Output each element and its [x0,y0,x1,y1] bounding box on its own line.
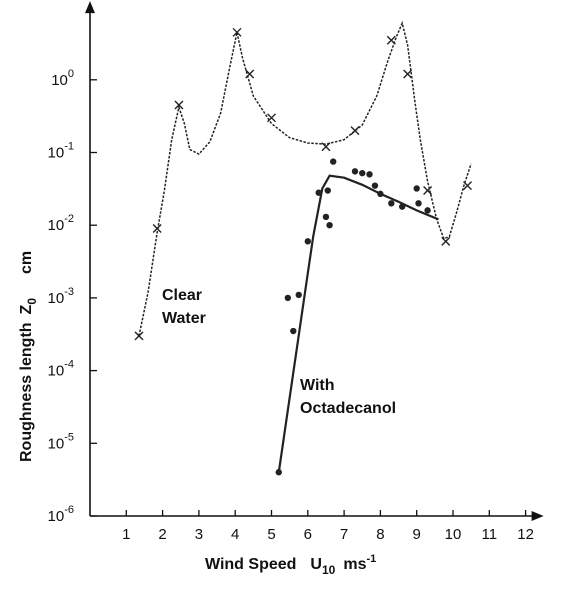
y-tick-label: 10-1 [48,141,74,162]
data-point-octadecanol [324,187,331,194]
marker-x-clear-water [423,186,433,196]
marker-x-clear-water [232,27,242,37]
marker-x-clear-water [245,69,255,79]
data-point-octadecanol [326,222,333,229]
data-point-octadecanol [284,294,292,302]
y-axis-arrow [85,1,95,14]
y-tick-label: 10-6 [48,504,74,525]
annotation-clear-water-line2: Water [162,310,206,327]
marker-x-clear-water [441,236,451,246]
data-point-octadecanol [351,168,359,175]
data-point-octadecanol [315,189,322,196]
chart-axes [85,1,544,521]
marker-x-stroke [386,35,396,45]
data-point-octadecanol [322,213,330,221]
marker-x-stroke [232,27,242,37]
x-tick-label: 3 [195,526,203,543]
marker-x-stroke [350,126,360,136]
data-point-octadecanol [424,207,431,214]
data-point-octadecanol [359,169,366,177]
data-point-octadecanol [388,200,395,207]
marker-x-stroke [134,331,144,341]
x-tick-label: 7 [340,526,348,543]
x-tick-label: 10 [445,526,462,543]
y-axis-title: Roughness lengthZ0cm [18,251,39,462]
marker-x-clear-water [463,181,473,191]
series-line-octadecanol [277,174,439,473]
marker-x-stroke [174,100,184,110]
chart-series [134,20,473,476]
data-point-octadecanol [275,469,282,476]
x-tick-label: 1 [122,526,130,543]
y-tick-label: 10-2 [48,213,74,234]
data-point-octadecanol [377,190,384,198]
x-tick-label: 8 [376,526,384,543]
marker-x-stroke [441,236,451,246]
marker-x-clear-water [321,142,331,152]
x-axis-title: Wind Speed U10 ms-1 [205,553,376,577]
x-tick-label: 2 [158,526,166,543]
data-point-octadecanol [415,200,422,207]
marker-x-stroke [403,69,413,79]
x-axis-arrow [531,511,544,521]
data-point-octadecanol [304,238,311,245]
y-tick-label: 10-5 [48,431,74,452]
marker-x-stroke [463,181,473,191]
y-tick-label: 10-4 [48,359,74,380]
marker-x-stroke [321,142,331,152]
annotation-octadecanol-line1: With [300,377,335,394]
data-point-octadecanol [295,291,302,299]
data-point-octadecanol [413,185,420,192]
marker-x-clear-water [134,331,144,341]
marker-x-stroke [245,69,255,79]
y-tick-label: 10-3 [48,286,74,307]
marker-x-clear-water [174,100,184,110]
annotation-octadecanol-line2: Octadecanol [300,400,396,417]
marker-x-stroke [423,186,433,196]
data-point-octadecanol [290,327,297,335]
data-point-octadecanol [330,158,337,165]
marker-x-clear-water [152,224,162,234]
svg-text:Roughness lengthZ0cm: Roughness lengthZ0cm [18,251,39,462]
x-tick-label: 4 [231,526,239,543]
x-tick-label: 6 [304,526,312,543]
data-point-octadecanol [366,171,373,178]
x-tick-label: 5 [267,526,275,543]
annotation-clear-water-line1: Clear [162,287,202,304]
data-point-octadecanol [371,182,379,189]
data-point-octadecanol [398,203,406,210]
marker-x-clear-water [267,113,276,123]
marker-x-stroke [152,224,162,234]
marker-x-stroke [267,113,276,123]
series-line-clear-water [138,20,472,337]
y-ticks: 10-6 10-5 10-4 10-3 10-2 10-1 100 [48,68,97,525]
marker-x-clear-water [386,35,396,45]
y-tick-label: 100 [51,68,74,89]
marker-x-clear-water [403,69,413,79]
x-tick-label: 11 [482,526,498,543]
x-tick-label: 9 [413,526,421,543]
x-ticks: 1 2 3 4 5 6 7 8 9 10 11 12 [122,510,534,543]
x-tick-label: 12 [517,526,534,543]
marker-x-clear-water [350,126,360,136]
